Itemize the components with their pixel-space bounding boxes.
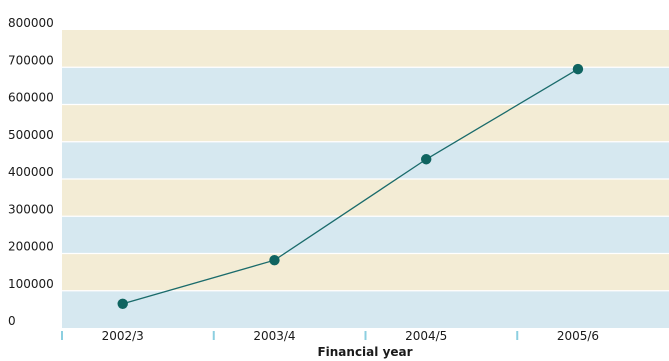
- x-tick-label: 2003/4: [253, 329, 295, 343]
- gridlines: [62, 66, 669, 292]
- background-band: [62, 253, 669, 291]
- y-tick-label: 300000: [8, 202, 54, 216]
- y-tick-label: 0: [8, 314, 16, 328]
- y-tick-label: 800000: [8, 16, 54, 30]
- x-tick-label: 2002/3: [102, 329, 144, 343]
- y-tick-label: 700000: [8, 53, 54, 67]
- plot-bands: [62, 30, 669, 328]
- background-band: [62, 141, 669, 179]
- x-tick-label: 2005/6: [557, 329, 599, 343]
- data-point: [117, 298, 128, 309]
- series-line-group: [117, 63, 584, 309]
- data-point: [269, 255, 280, 266]
- data-point: [572, 63, 584, 75]
- background-band: [62, 30, 669, 68]
- data-point: [421, 154, 432, 165]
- background-band: [62, 104, 669, 142]
- background-band: [62, 179, 669, 217]
- x-tick-label: 2004/5: [405, 329, 447, 343]
- background-band: [62, 67, 669, 105]
- x-axis: 2002/3 2003/4 2004/5 2005/6: [61, 329, 599, 343]
- background-band: [62, 290, 669, 328]
- y-axis: 0 100000 200000 300000 400000 500000 600000 700…: [8, 16, 54, 328]
- series-line: [122, 68, 579, 305]
- y-tick-label: 200000: [8, 240, 54, 254]
- x-axis-label: Financial year: [317, 345, 412, 359]
- y-tick-label: 400000: [8, 165, 54, 179]
- y-tick-label: 500000: [8, 128, 54, 142]
- y-tick-label: 100000: [8, 277, 54, 291]
- background-band: [62, 216, 669, 254]
- y-tick-label: 600000: [8, 91, 54, 105]
